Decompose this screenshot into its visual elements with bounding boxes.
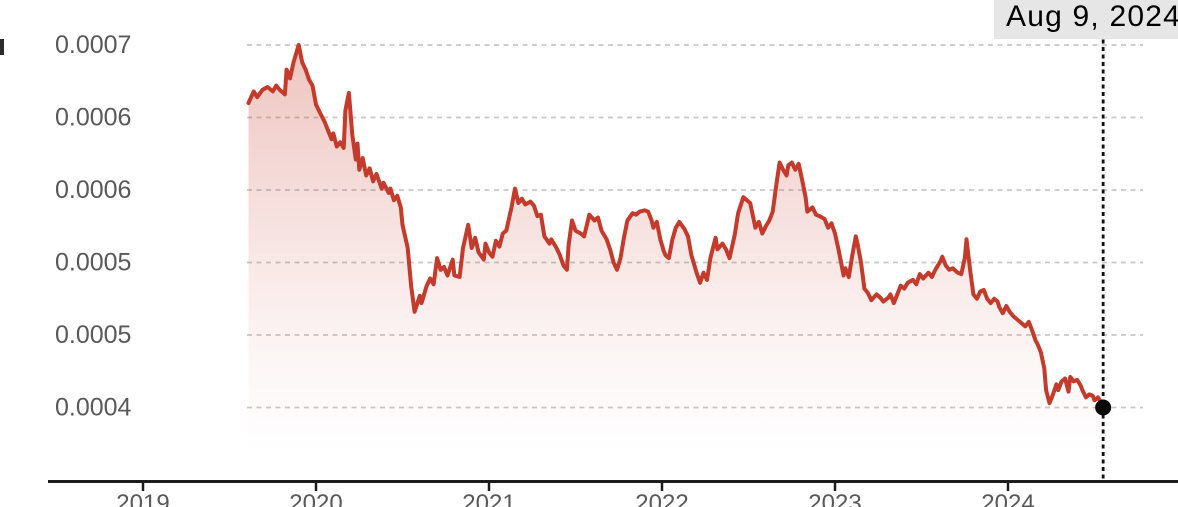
x-axis-label: 2019 [116, 490, 169, 507]
date-annotation-label: Aug 9, 2024 [994, 0, 1178, 39]
x-axis-label: 2020 [289, 490, 342, 507]
current-value-dot [1095, 399, 1112, 416]
area-fill [248, 45, 1104, 452]
x-axis-label: 2024 [981, 490, 1034, 507]
clipped-edge-artifact [0, 39, 4, 55]
x-axis-label: 2021 [462, 490, 515, 507]
y-axis-tick-label: 0.0006 [55, 104, 131, 132]
x-axis-label: 2022 [635, 490, 688, 507]
y-axis-tick-label: 0.0005 [55, 249, 131, 277]
y-axis-tick-label: 0.0007 [55, 31, 131, 59]
y-axis-tick-label: 0.0004 [55, 394, 132, 422]
y-axis-tick-label: 0.0005 [55, 321, 131, 349]
price-line [246, 43, 1106, 410]
x-axis-label: 2023 [808, 490, 861, 507]
y-axis-tick-label: 0.0006 [55, 176, 131, 204]
